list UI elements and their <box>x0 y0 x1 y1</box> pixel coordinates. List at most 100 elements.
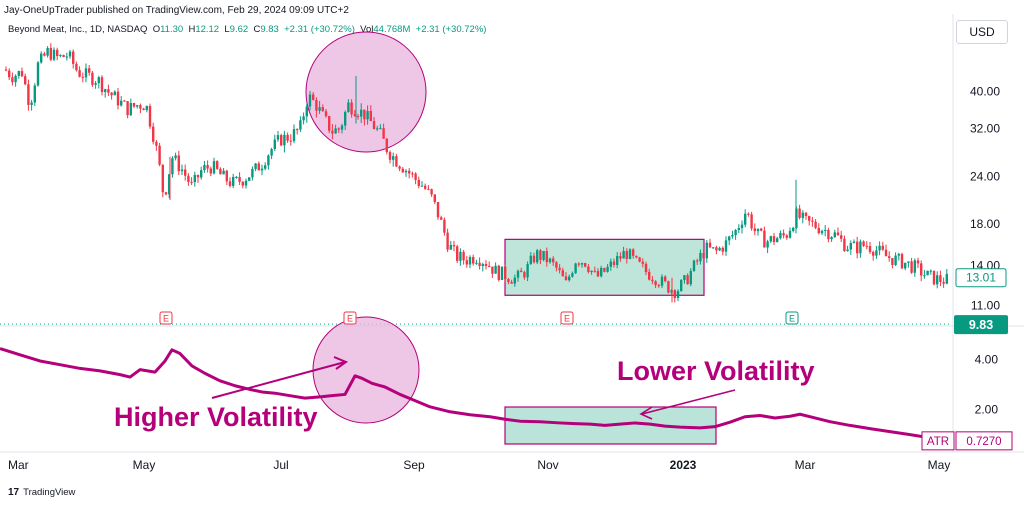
candle-body <box>372 121 376 130</box>
atr-tick-label: 4.00 <box>975 353 999 367</box>
candle-body <box>452 244 456 247</box>
candle-body <box>776 238 779 243</box>
candle-body <box>712 247 715 249</box>
candle-body <box>388 152 392 160</box>
higher-volatility-arrowhead <box>333 356 349 370</box>
candle-body <box>376 128 379 130</box>
legend-volume: 44.768M <box>373 24 411 35</box>
candle-body <box>212 161 216 174</box>
candle-body <box>171 158 174 175</box>
candle-body <box>507 279 510 282</box>
candle-body <box>513 277 516 284</box>
candle-body <box>523 272 526 278</box>
candle-body <box>584 263 587 267</box>
candle-body <box>46 47 49 56</box>
candle-body <box>472 257 475 264</box>
candle-body <box>385 138 388 153</box>
candle-body <box>292 129 296 142</box>
candle-body <box>772 236 776 243</box>
candle-body <box>196 174 200 178</box>
candle-body <box>609 261 612 267</box>
atr-name-label: ATR <box>927 436 949 448</box>
candle-body <box>78 70 81 77</box>
candle-body <box>97 77 100 84</box>
last-price-label: 13.01 <box>966 271 996 285</box>
candle-body <box>756 228 760 232</box>
candle-body <box>68 51 72 57</box>
candle-body <box>942 281 945 284</box>
candle-body <box>923 275 926 277</box>
candle-body <box>430 189 433 195</box>
candle-body <box>427 188 430 190</box>
legend-volume-change: +2.31 (+30.72%) <box>415 24 487 35</box>
footer-brand: TradingView <box>23 487 76 498</box>
candle-body <box>308 94 312 107</box>
candle-body <box>440 217 443 220</box>
candle-body <box>641 261 644 264</box>
candle-body <box>481 264 484 266</box>
candle-body <box>4 69 8 71</box>
currency-button[interactable]: USD <box>956 20 1008 44</box>
candle-body <box>443 219 446 233</box>
candle-body <box>910 261 913 273</box>
candle-body <box>27 84 30 105</box>
candle-body <box>273 139 276 150</box>
candle-body <box>219 168 222 175</box>
candle-body <box>222 170 225 175</box>
atr-line <box>0 347 953 443</box>
candle-body <box>510 281 513 284</box>
higher-volatility-label: Higher Volatility <box>114 402 318 432</box>
candle-body <box>465 260 468 265</box>
candle-body <box>104 89 107 93</box>
candle-body <box>305 106 308 117</box>
candle-body <box>161 164 164 193</box>
candle-body <box>740 224 744 229</box>
candle-body <box>596 270 600 277</box>
candle-body <box>193 174 196 183</box>
candle-body <box>20 71 24 77</box>
candle-body <box>11 77 14 83</box>
candle-body <box>158 145 161 165</box>
candle-body <box>744 213 747 225</box>
candle-body <box>564 276 568 281</box>
price-tick-label: 32.00 <box>970 122 1000 136</box>
earnings-marker-label: E <box>564 314 570 324</box>
atr-tick-label: 2.00 <box>975 402 999 416</box>
candle-body <box>494 265 497 274</box>
candle-body <box>497 265 500 280</box>
candle-body <box>632 249 635 256</box>
candle-body <box>644 263 648 273</box>
earnings-marker <box>560 311 574 325</box>
candle-body <box>516 270 520 278</box>
candle-body <box>17 71 20 76</box>
candle-body <box>846 249 849 252</box>
earnings-marker <box>785 311 799 325</box>
candle-body <box>833 232 836 237</box>
legend-low-label: L <box>224 24 230 35</box>
candle-body <box>334 128 337 134</box>
candle-body <box>353 114 356 117</box>
lower-volatility-arrowhead <box>639 406 653 420</box>
candle-body <box>721 247 724 252</box>
candle-body <box>500 266 504 280</box>
time-tick-label: Nov <box>537 458 558 472</box>
legend-low: 9.62 <box>229 24 249 35</box>
candle-body <box>174 155 177 159</box>
atr-value-tag <box>955 431 1013 451</box>
candle-body <box>75 63 78 71</box>
tradingview-logo-icon[interactable]: 17 <box>8 487 20 498</box>
candle-body <box>315 99 318 111</box>
candle-body <box>129 103 132 116</box>
candle-body <box>852 241 856 244</box>
candle-body <box>936 275 939 285</box>
candle-body <box>830 236 833 240</box>
candle-body <box>542 250 545 260</box>
candle-body <box>484 264 488 266</box>
candle-body <box>724 240 728 252</box>
earnings-marker <box>159 311 173 325</box>
candle-body <box>708 242 712 248</box>
candle-body <box>926 270 929 276</box>
candle-body <box>180 169 184 172</box>
candle-body <box>548 258 552 263</box>
